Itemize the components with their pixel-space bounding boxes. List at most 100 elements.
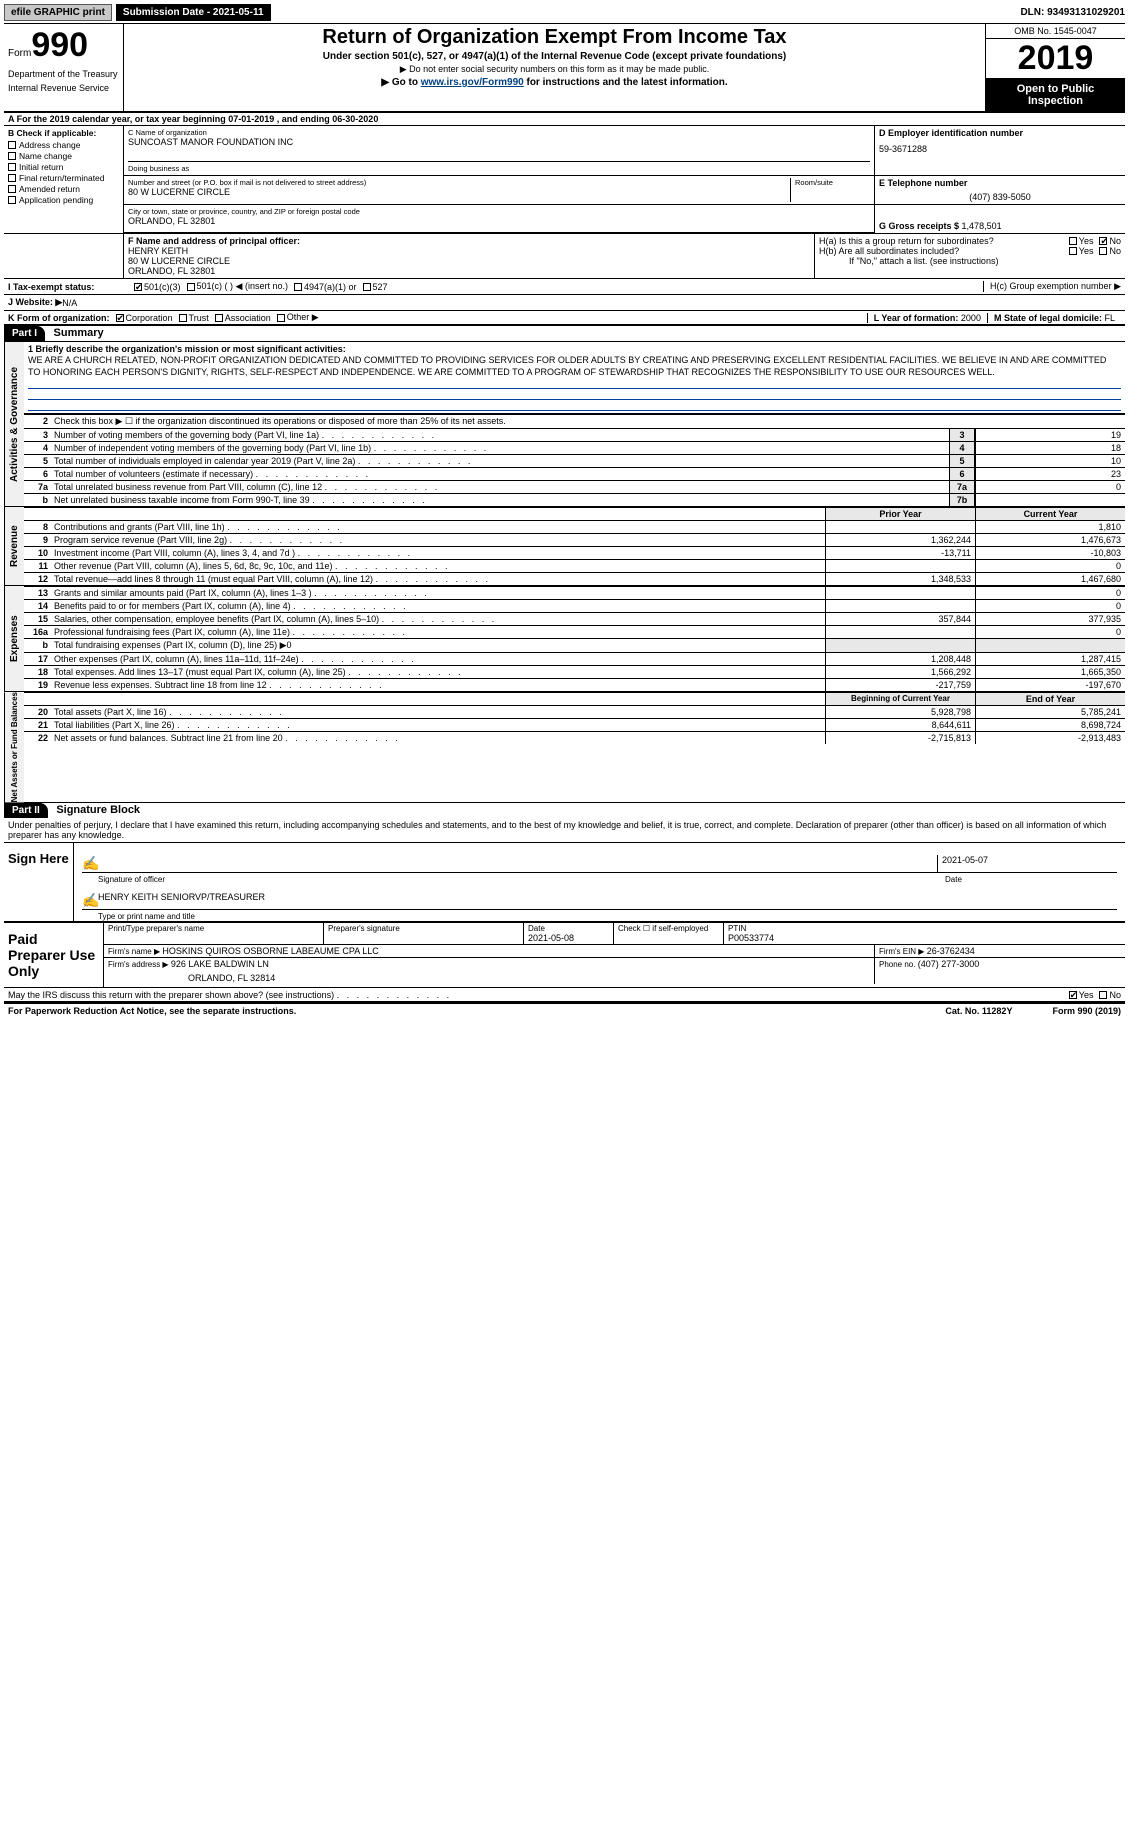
- part-ii: Part II Signature Block: [4, 802, 1125, 818]
- vtab-expenses: Expenses: [4, 586, 24, 691]
- efile-button[interactable]: efile GRAPHIC print: [4, 4, 112, 21]
- opt-label: 501(c)(3): [144, 282, 181, 292]
- dept-irs: Internal Revenue Service: [8, 83, 119, 93]
- city-cell: City or town, state or province, country…: [124, 205, 875, 233]
- line-k-label: K Form of organization:: [8, 313, 110, 323]
- hb-no[interactable]: No: [1099, 246, 1121, 256]
- tax-year: 2019: [986, 39, 1125, 79]
- line-i-label: I Tax-exempt status:: [8, 282, 128, 292]
- phone-value: (407) 839-5050: [879, 192, 1121, 202]
- expenses-section: Expenses 13Grants and similar amounts pa…: [4, 585, 1125, 691]
- gross-label: G Gross receipts $: [879, 221, 962, 231]
- table-row: 10Investment income (Part VIII, column (…: [24, 546, 1125, 559]
- address-cell: Number and street (or P.O. box if mail i…: [124, 176, 875, 205]
- form-number: 990: [31, 26, 88, 65]
- hdr-prior-year: Prior Year: [825, 508, 975, 520]
- irs-link[interactable]: www.irs.gov/Form990: [421, 77, 524, 88]
- form-title: Return of Organization Exempt From Incom…: [128, 26, 981, 49]
- no-label: No: [1109, 246, 1121, 256]
- officer-label: F Name and address of principal officer:: [128, 236, 810, 246]
- i-501c3[interactable]: 501(c)(3): [134, 282, 181, 292]
- h-note: If "No," attach a list. (see instruction…: [819, 256, 1121, 266]
- dln-label: DLN:: [1020, 7, 1047, 18]
- mission-text: WE ARE A CHURCH RELATED, NON-PROFIT ORGA…: [28, 354, 1121, 378]
- part-i-header: Part I: [4, 326, 45, 341]
- hb-yes[interactable]: Yes: [1069, 246, 1094, 256]
- dln: DLN: 93493131029201: [1020, 7, 1125, 18]
- net-assets-section: Net Assets or Fund Balances Beginning of…: [4, 691, 1125, 802]
- k-corp[interactable]: Corporation: [116, 313, 173, 323]
- no-label: No: [1109, 236, 1121, 246]
- k-other[interactable]: Other ▶: [277, 312, 319, 323]
- table-row: 6Total number of volunteers (estimate if…: [24, 467, 1125, 480]
- ha-yes[interactable]: Yes: [1069, 236, 1094, 246]
- i-527[interactable]: 527: [363, 282, 388, 292]
- k-trust[interactable]: Trust: [179, 313, 209, 323]
- discuss-yes[interactable]: Yes: [1069, 990, 1094, 1000]
- mission-block: 1 Briefly describe the organization's mi…: [24, 342, 1125, 414]
- cb-address-change[interactable]: Address change: [8, 140, 119, 150]
- hdr-end-year: End of Year: [975, 693, 1125, 705]
- room-label: Room/suite: [795, 178, 870, 187]
- sign-here-block: Sign Here ✍ 2021-05-07 Signature of offi…: [4, 842, 1125, 922]
- table-row: bNet unrelated business taxable income f…: [24, 493, 1125, 506]
- type-name-label: Type or print name and title: [74, 912, 1125, 921]
- cb-initial-return[interactable]: Initial return: [8, 162, 119, 172]
- cb-application-pending[interactable]: Application pending: [8, 195, 119, 205]
- i-501c[interactable]: 501(c) ( ) ◀ (insert no.): [187, 281, 288, 292]
- vtab-revenue: Revenue: [4, 507, 24, 585]
- yes-label: Yes: [1079, 246, 1094, 256]
- city-label: City or town, state or province, country…: [128, 207, 870, 216]
- cb-final-return[interactable]: Final return/terminated: [8, 173, 119, 183]
- hdr-current-year: Current Year: [975, 508, 1125, 520]
- dept-treasury: Department of the Treasury: [8, 69, 119, 79]
- cb-name-change[interactable]: Name change: [8, 151, 119, 161]
- section-h: H(a) Is this a group return for subordin…: [815, 234, 1125, 278]
- table-row: 7aTotal unrelated business revenue from …: [24, 480, 1125, 493]
- table-row: 3Number of voting members of the governi…: [24, 428, 1125, 441]
- part-i: Part I Summary: [4, 326, 1125, 341]
- ein-cell: D Employer identification number 59-3671…: [875, 126, 1125, 176]
- section-f: F Name and address of principal officer:…: [124, 234, 815, 278]
- may-irs-text: May the IRS discuss this return with the…: [8, 990, 334, 1000]
- form-subtitle: Under section 501(c), 527, or 4947(a)(1)…: [128, 51, 981, 62]
- firm-phone-label: Phone no.: [879, 960, 918, 969]
- hb-label: H(b) Are all subordinates included?: [819, 246, 1063, 256]
- cb-label: Final return/terminated: [19, 173, 105, 183]
- line-2: 2Check this box ▶ ☐ if the organization …: [24, 414, 1125, 428]
- i-4947[interactable]: 4947(a)(1) or: [294, 282, 357, 292]
- pt-check[interactable]: Check ☐ if self-employed: [614, 923, 724, 944]
- pt-sig-label: Preparer's signature: [328, 924, 519, 933]
- table-row: 22Net assets or fund balances. Subtract …: [24, 731, 1125, 744]
- paid-preparer-block: Paid Preparer Use Only Print/Type prepar…: [4, 922, 1125, 987]
- org-name: SUNCOAST MANOR FOUNDATION INC: [128, 137, 870, 147]
- ha-no[interactable]: No: [1099, 236, 1121, 246]
- sub-date-label: Submission Date -: [123, 7, 213, 18]
- cb-label: Initial return: [19, 162, 63, 172]
- dln-value: 93493131029201: [1047, 7, 1125, 18]
- table-row: 12Total revenue—add lines 8 through 11 (…: [24, 572, 1125, 585]
- line-k: K Form of organization: Corporation Trus…: [4, 310, 1125, 326]
- pen-icon: ✍: [82, 855, 98, 872]
- k-assoc[interactable]: Association: [215, 313, 271, 323]
- part-ii-title: Signature Block: [56, 804, 140, 816]
- table-row: 16aProfessional fundraising fees (Part I…: [24, 625, 1125, 638]
- may-irs-discuss: May the IRS discuss this return with the…: [4, 987, 1125, 1003]
- line-j: J Website: ▶ N/A: [4, 294, 1125, 310]
- table-row: 21Total liabilities (Part X, line 26)8,6…: [24, 718, 1125, 731]
- footer-pra: For Paperwork Reduction Act Notice, see …: [8, 1006, 945, 1016]
- form-prefix: Form: [8, 48, 31, 59]
- table-row: 18Total expenses. Add lines 13–17 (must …: [24, 665, 1125, 678]
- link-post: for instructions and the latest informat…: [524, 77, 728, 88]
- opt-label: Association: [225, 313, 271, 323]
- cb-amended-return[interactable]: Amended return: [8, 184, 119, 194]
- no-label: No: [1109, 990, 1121, 1000]
- table-row: 14Benefits paid to or for members (Part …: [24, 599, 1125, 612]
- table-row: bTotal fundraising expenses (Part IX, co…: [24, 638, 1125, 652]
- table-row: 11Other revenue (Part VIII, column (A), …: [24, 559, 1125, 572]
- discuss-no[interactable]: No: [1099, 990, 1121, 1000]
- officer-addr2: ORLANDO, FL 32801: [128, 266, 810, 276]
- addr-value: 80 W LUCERNE CIRCLE: [128, 187, 790, 197]
- yes-label: Yes: [1079, 236, 1094, 246]
- main-entity-grid: B Check if applicable: Address change Na…: [4, 126, 1125, 233]
